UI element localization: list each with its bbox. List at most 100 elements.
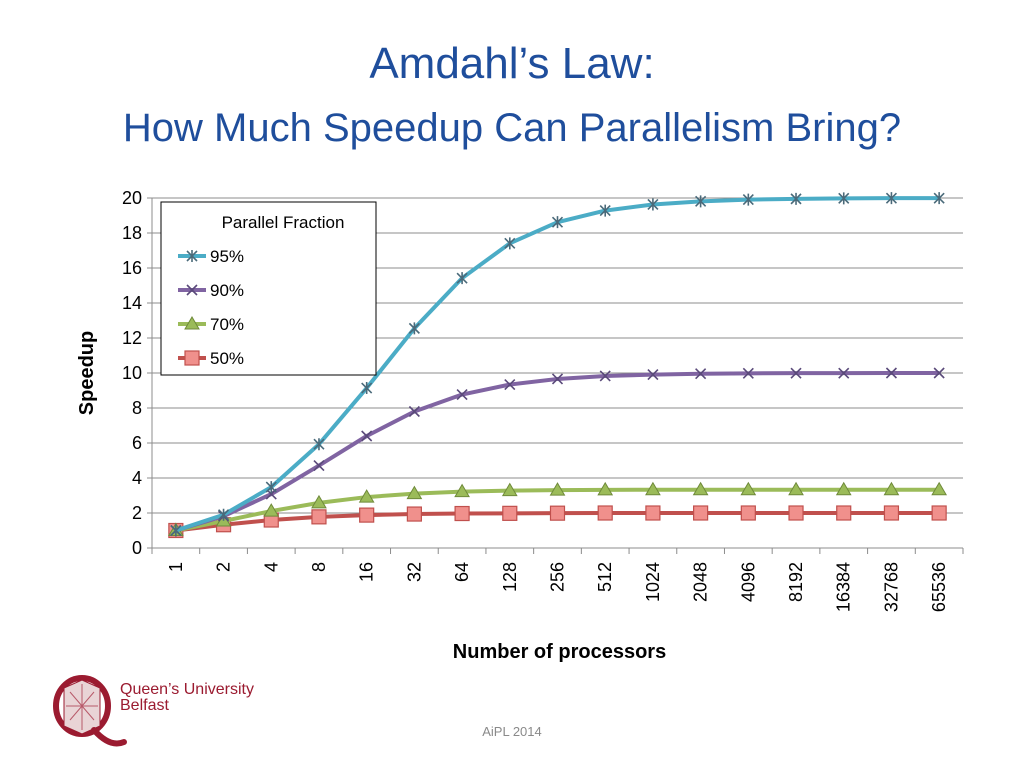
x-tick-label: 4 — [261, 562, 281, 572]
data-point — [454, 505, 470, 522]
x-tick-label: 16384 — [834, 562, 854, 612]
logo-text-line2: Belfast — [120, 697, 169, 714]
x-tick-label: 512 — [595, 562, 615, 592]
y-axis-title: Speedup — [76, 331, 98, 415]
data-point — [504, 378, 516, 391]
legend-item: 50% — [178, 349, 244, 368]
logo-text-line1: Queen’s University — [120, 681, 254, 698]
data-point — [885, 367, 898, 379]
data-point — [501, 482, 518, 497]
y-tick-label: 14 — [122, 293, 142, 313]
data-point — [885, 192, 898, 205]
data-point — [454, 483, 470, 498]
data-point — [931, 505, 947, 521]
series-95-percent — [170, 192, 945, 537]
legend-item: 95% — [178, 247, 244, 266]
data-point — [313, 438, 325, 451]
y-tick-label: 16 — [122, 258, 142, 278]
x-tick-label: 8 — [309, 562, 329, 572]
data-point — [838, 192, 850, 205]
legend-item: 90% — [178, 281, 244, 300]
x-tick-label: 65536 — [929, 562, 949, 612]
legend-marker — [184, 350, 200, 366]
slide-footer: AiPL 2014 — [482, 724, 542, 739]
data-point — [740, 481, 757, 496]
data-point — [361, 382, 373, 395]
series-70-percent — [167, 481, 948, 536]
data-point — [170, 524, 182, 537]
data-point — [647, 369, 659, 381]
legend-marker — [186, 250, 198, 262]
data-point — [502, 505, 518, 521]
data-point — [549, 482, 566, 496]
data-point — [742, 193, 754, 206]
data-point — [933, 367, 945, 379]
data-point — [311, 494, 327, 509]
x-tick-label: 1024 — [643, 562, 663, 602]
legend-label: 50% — [210, 349, 244, 368]
data-point — [695, 195, 707, 208]
x-tick-label: 1 — [166, 562, 186, 572]
data-point — [599, 370, 611, 382]
data-point — [551, 216, 564, 229]
data-point — [217, 508, 230, 521]
data-point — [263, 503, 280, 517]
data-point — [645, 505, 661, 521]
data-point — [599, 204, 611, 217]
data-point — [788, 481, 804, 496]
data-point — [406, 506, 422, 522]
y-tick-label: 4 — [132, 468, 142, 488]
legend-marker — [186, 284, 198, 296]
x-tick-label: 4096 — [738, 562, 758, 602]
data-point — [788, 505, 804, 521]
data-point — [456, 388, 468, 401]
data-point — [692, 481, 709, 496]
data-point — [933, 192, 945, 205]
data-point — [597, 505, 613, 521]
x-tick-label: 8192 — [786, 562, 806, 602]
data-point — [359, 507, 375, 523]
data-point — [883, 481, 900, 496]
legend-label: 90% — [210, 281, 244, 300]
data-point — [883, 505, 900, 521]
data-point — [456, 272, 468, 285]
y-tick-label: 12 — [122, 328, 142, 348]
data-point — [740, 505, 756, 521]
data-point — [313, 460, 325, 472]
y-tick-label: 6 — [132, 433, 142, 453]
legend-item: 70% — [178, 315, 244, 334]
logo-emblem — [53, 675, 127, 747]
legend-marker — [184, 316, 200, 330]
data-point — [504, 237, 516, 250]
slide-subtitle: How Much Speedup Can Parallelism Bring? — [122, 106, 902, 150]
data-point — [311, 509, 327, 525]
x-tick-label: 32 — [404, 562, 424, 582]
data-point — [790, 367, 802, 379]
x-tick-label: 2 — [214, 562, 234, 572]
data-point — [790, 192, 802, 205]
data-point — [597, 481, 614, 496]
data-point — [647, 198, 659, 211]
y-tick-label: 8 — [132, 398, 142, 418]
legend-label: 95% — [210, 247, 244, 266]
data-point — [693, 505, 709, 521]
legend-title: Parallel Fraction — [222, 213, 345, 232]
data-point — [406, 485, 423, 500]
data-point — [838, 367, 850, 379]
slide-title: Amdahl’s Law: — [369, 39, 655, 88]
x-tick-label: 256 — [548, 562, 568, 592]
university-logo: Queen’s University Belfast — [53, 675, 254, 747]
y-tick-label: 2 — [132, 503, 142, 523]
x-tick-label: 16 — [357, 562, 377, 582]
data-point — [931, 481, 948, 496]
x-tick-label: 32768 — [881, 562, 901, 612]
y-tick-label: 0 — [132, 538, 142, 558]
data-point — [835, 481, 852, 496]
data-point — [551, 373, 564, 385]
x-tick-label: 64 — [452, 562, 472, 582]
data-point — [408, 322, 420, 335]
legend: Parallel Fraction 95% 90% 70% 50% — [160, 201, 377, 376]
data-point — [549, 505, 566, 521]
data-point — [695, 368, 707, 380]
data-point — [408, 405, 420, 418]
